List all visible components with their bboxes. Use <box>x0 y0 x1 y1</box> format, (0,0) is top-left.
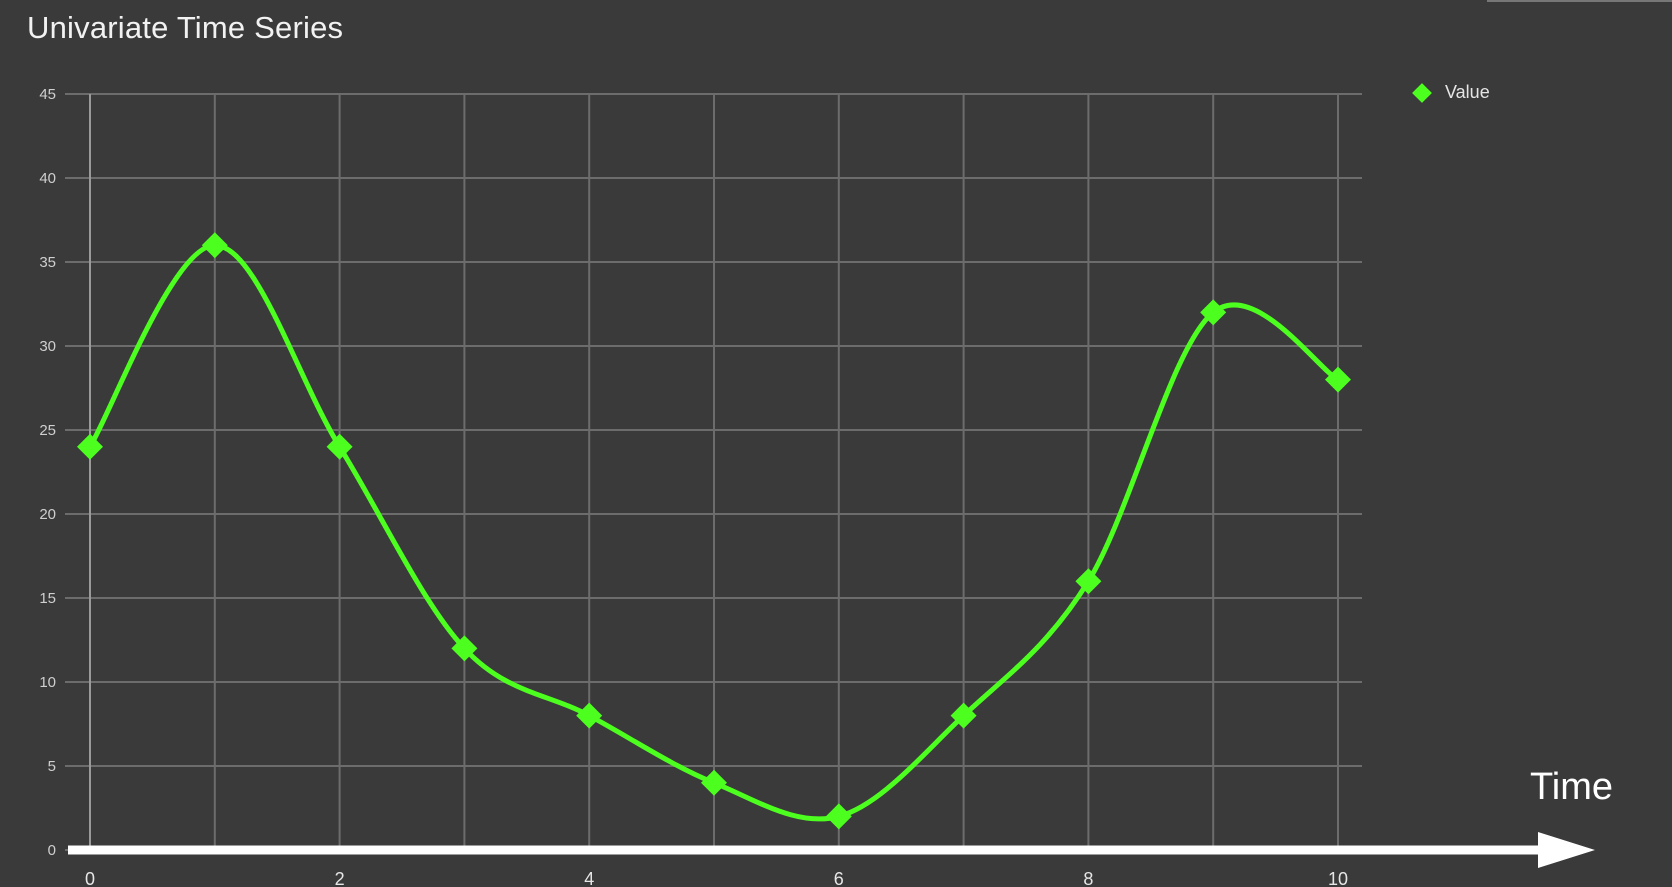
data-point-diamond <box>326 433 353 460</box>
data-point-diamond <box>77 433 103 460</box>
data-point-diamond <box>576 702 603 729</box>
legend-label-value: Value <box>1445 82 1490 102</box>
data-point-diamond <box>701 769 727 796</box>
series-line <box>87 242 1341 822</box>
y-tick-label: 10 <box>39 674 56 691</box>
x-tick-label: 6 <box>834 869 844 887</box>
grid-lines <box>65 93 1362 851</box>
chart-title: Univariate Time Series <box>27 10 344 45</box>
series-value <box>77 232 1351 830</box>
data-point-diamond <box>1325 366 1351 393</box>
y-tick-label: 30 <box>39 338 56 355</box>
y-tick-label: 45 <box>39 86 56 103</box>
y-axis-ticks: 0 5 10 15 20 25 30 35 40 45 <box>39 86 56 859</box>
x-tick-label: 2 <box>335 869 345 887</box>
y-tick-label: 40 <box>39 170 56 187</box>
data-point-diamond <box>1200 299 1227 326</box>
y-tick-label: 35 <box>39 254 56 271</box>
x-tick-label: 8 <box>1083 869 1093 887</box>
y-tick-label: 15 <box>39 590 56 607</box>
data-point-diamond <box>950 702 977 729</box>
y-tick-label: 20 <box>39 506 56 523</box>
x-tick-label: 4 <box>584 869 594 887</box>
y-tick-label: 5 <box>48 758 56 775</box>
data-point-diamond <box>1075 568 1102 595</box>
data-point-diamond <box>825 803 852 830</box>
x-axis-arrow <box>68 832 1595 868</box>
top-edge-strip <box>1487 0 1672 2</box>
data-point-diamond <box>201 232 228 259</box>
y-tick-label: 0 <box>48 842 56 859</box>
y-tick-label: 25 <box>39 422 56 439</box>
legend: Value <box>1412 82 1490 103</box>
data-point-diamond <box>451 635 478 662</box>
x-axis-arrowhead-icon <box>1538 832 1595 868</box>
x-axis-label: Time <box>1530 766 1614 808</box>
legend-diamond-icon <box>1412 82 1432 103</box>
x-tick-label: 10 <box>1328 869 1348 887</box>
x-tick-label: 0 <box>85 869 95 887</box>
x-axis-ticks: 0 2 4 6 8 10 <box>85 869 1348 887</box>
